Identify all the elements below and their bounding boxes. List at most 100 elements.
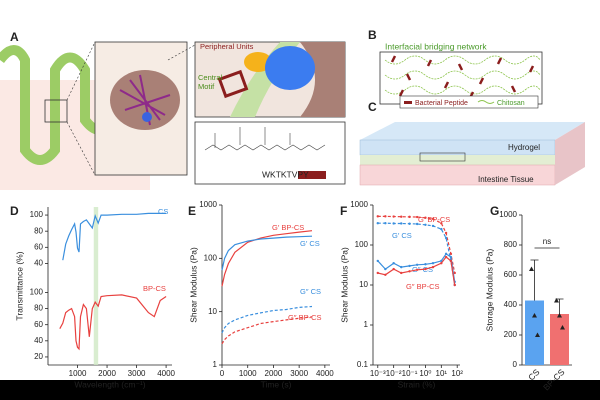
series-label: G′ BP-CS xyxy=(272,223,304,232)
point xyxy=(557,313,562,318)
legend-box xyxy=(399,95,539,109)
marker xyxy=(408,270,411,273)
marker xyxy=(392,215,395,218)
legend-swatch xyxy=(477,100,495,104)
y-tick-label: 600 xyxy=(504,270,518,279)
marker xyxy=(376,259,379,263)
panel-label: D xyxy=(10,204,19,218)
chemical-structure xyxy=(204,127,326,151)
x-tick-label: 3000 xyxy=(290,369,308,378)
marker xyxy=(424,263,427,266)
peptide xyxy=(217,69,249,99)
x-tick-label: 0 xyxy=(220,369,225,378)
marker xyxy=(444,252,448,256)
shaded-band xyxy=(93,207,99,365)
interface-layer xyxy=(360,155,555,165)
marker xyxy=(400,271,403,275)
marker xyxy=(424,216,427,219)
x-tick-label: 2000 xyxy=(98,369,116,378)
zoom-line xyxy=(66,121,96,176)
peripheral-label: Peripheral Units xyxy=(200,42,254,51)
marker xyxy=(440,262,443,265)
marker xyxy=(449,259,453,263)
marker xyxy=(431,224,435,228)
intestine-illustration xyxy=(0,41,346,190)
hydrogel-label: Hydrogel xyxy=(508,143,540,152)
marker xyxy=(424,267,427,271)
y-tick-label: 200 xyxy=(504,330,518,339)
bottom-band xyxy=(0,380,600,400)
y-tick-label: 40 xyxy=(34,336,43,345)
marker xyxy=(408,264,411,268)
marker xyxy=(453,283,456,287)
x-tick-label: 10⁻³ xyxy=(370,369,386,378)
annotation: ns xyxy=(543,237,551,246)
y-tick-label: 0.1 xyxy=(357,360,369,369)
network-title: Interfacial bridging network xyxy=(385,41,487,51)
y-tick-label: 1 xyxy=(364,320,369,329)
marker xyxy=(453,271,456,275)
marker xyxy=(444,236,448,240)
y-tick-label: 10 xyxy=(208,307,217,316)
series-label: BP-CS xyxy=(143,284,166,293)
y-tick-label: 80 xyxy=(34,226,43,235)
slab-side xyxy=(555,122,585,185)
point xyxy=(529,266,534,271)
y-axis-label: Shear Modulus (Pa) xyxy=(339,247,349,323)
y-tick-label: 100 xyxy=(204,253,218,262)
series-line xyxy=(221,316,313,345)
y-tick-label: 1 xyxy=(213,360,218,369)
panel-label: B xyxy=(368,28,377,42)
x-axis-label: Wavelength (cm⁻¹) xyxy=(74,379,145,389)
series-label: G″ BP-CS xyxy=(406,282,440,291)
complex xyxy=(142,112,152,122)
point xyxy=(532,313,537,318)
legend-label: Chitosan xyxy=(497,100,525,107)
marker xyxy=(449,252,453,256)
marker xyxy=(376,215,379,218)
series-label: G″ BP-CS xyxy=(288,313,322,322)
fibers xyxy=(119,74,171,126)
marker xyxy=(444,255,448,259)
zoom-box xyxy=(419,152,466,162)
y-tick-label: 60 xyxy=(34,320,43,329)
marker xyxy=(415,263,419,266)
marker xyxy=(392,262,395,265)
bar xyxy=(550,314,569,365)
y-tick-label: 1000 xyxy=(499,210,517,219)
series-label: G″ CS xyxy=(300,287,321,296)
peripheral-blob xyxy=(244,52,272,72)
marker xyxy=(400,215,403,218)
panel-label: G xyxy=(490,204,499,218)
peptide-swatch xyxy=(298,171,326,179)
series-line xyxy=(377,222,456,286)
panel-label: E xyxy=(188,204,196,218)
central-label: Central xyxy=(198,73,223,82)
marker xyxy=(440,222,443,225)
point xyxy=(560,325,565,330)
zoom-box xyxy=(44,99,68,123)
x-tick-label: 1000 xyxy=(239,369,257,378)
marker xyxy=(449,255,453,259)
marker xyxy=(400,265,403,269)
marker xyxy=(392,267,395,271)
panel-label: C xyxy=(368,100,377,114)
y-tick-label: 0 xyxy=(513,360,518,369)
protein xyxy=(265,46,315,90)
y-tick-label: 100 xyxy=(30,210,44,219)
y-axis-label: Storage Modulus (Pa) xyxy=(484,248,494,331)
marker xyxy=(431,217,435,221)
marker xyxy=(384,273,387,276)
y-tick-label: 60 xyxy=(34,242,43,251)
zoom-line xyxy=(66,41,96,101)
marker xyxy=(392,222,395,225)
x-axis-label: Strain (%) xyxy=(398,379,436,389)
series-label: G′ CS xyxy=(392,231,412,240)
marker xyxy=(415,268,419,271)
y-tick-label: 20 xyxy=(34,352,43,361)
series-line xyxy=(62,212,167,261)
legend-label: Bacterial Peptide xyxy=(415,100,468,107)
y-axis-label: Shear Modulus (Pa) xyxy=(188,247,198,323)
marker xyxy=(384,215,387,218)
